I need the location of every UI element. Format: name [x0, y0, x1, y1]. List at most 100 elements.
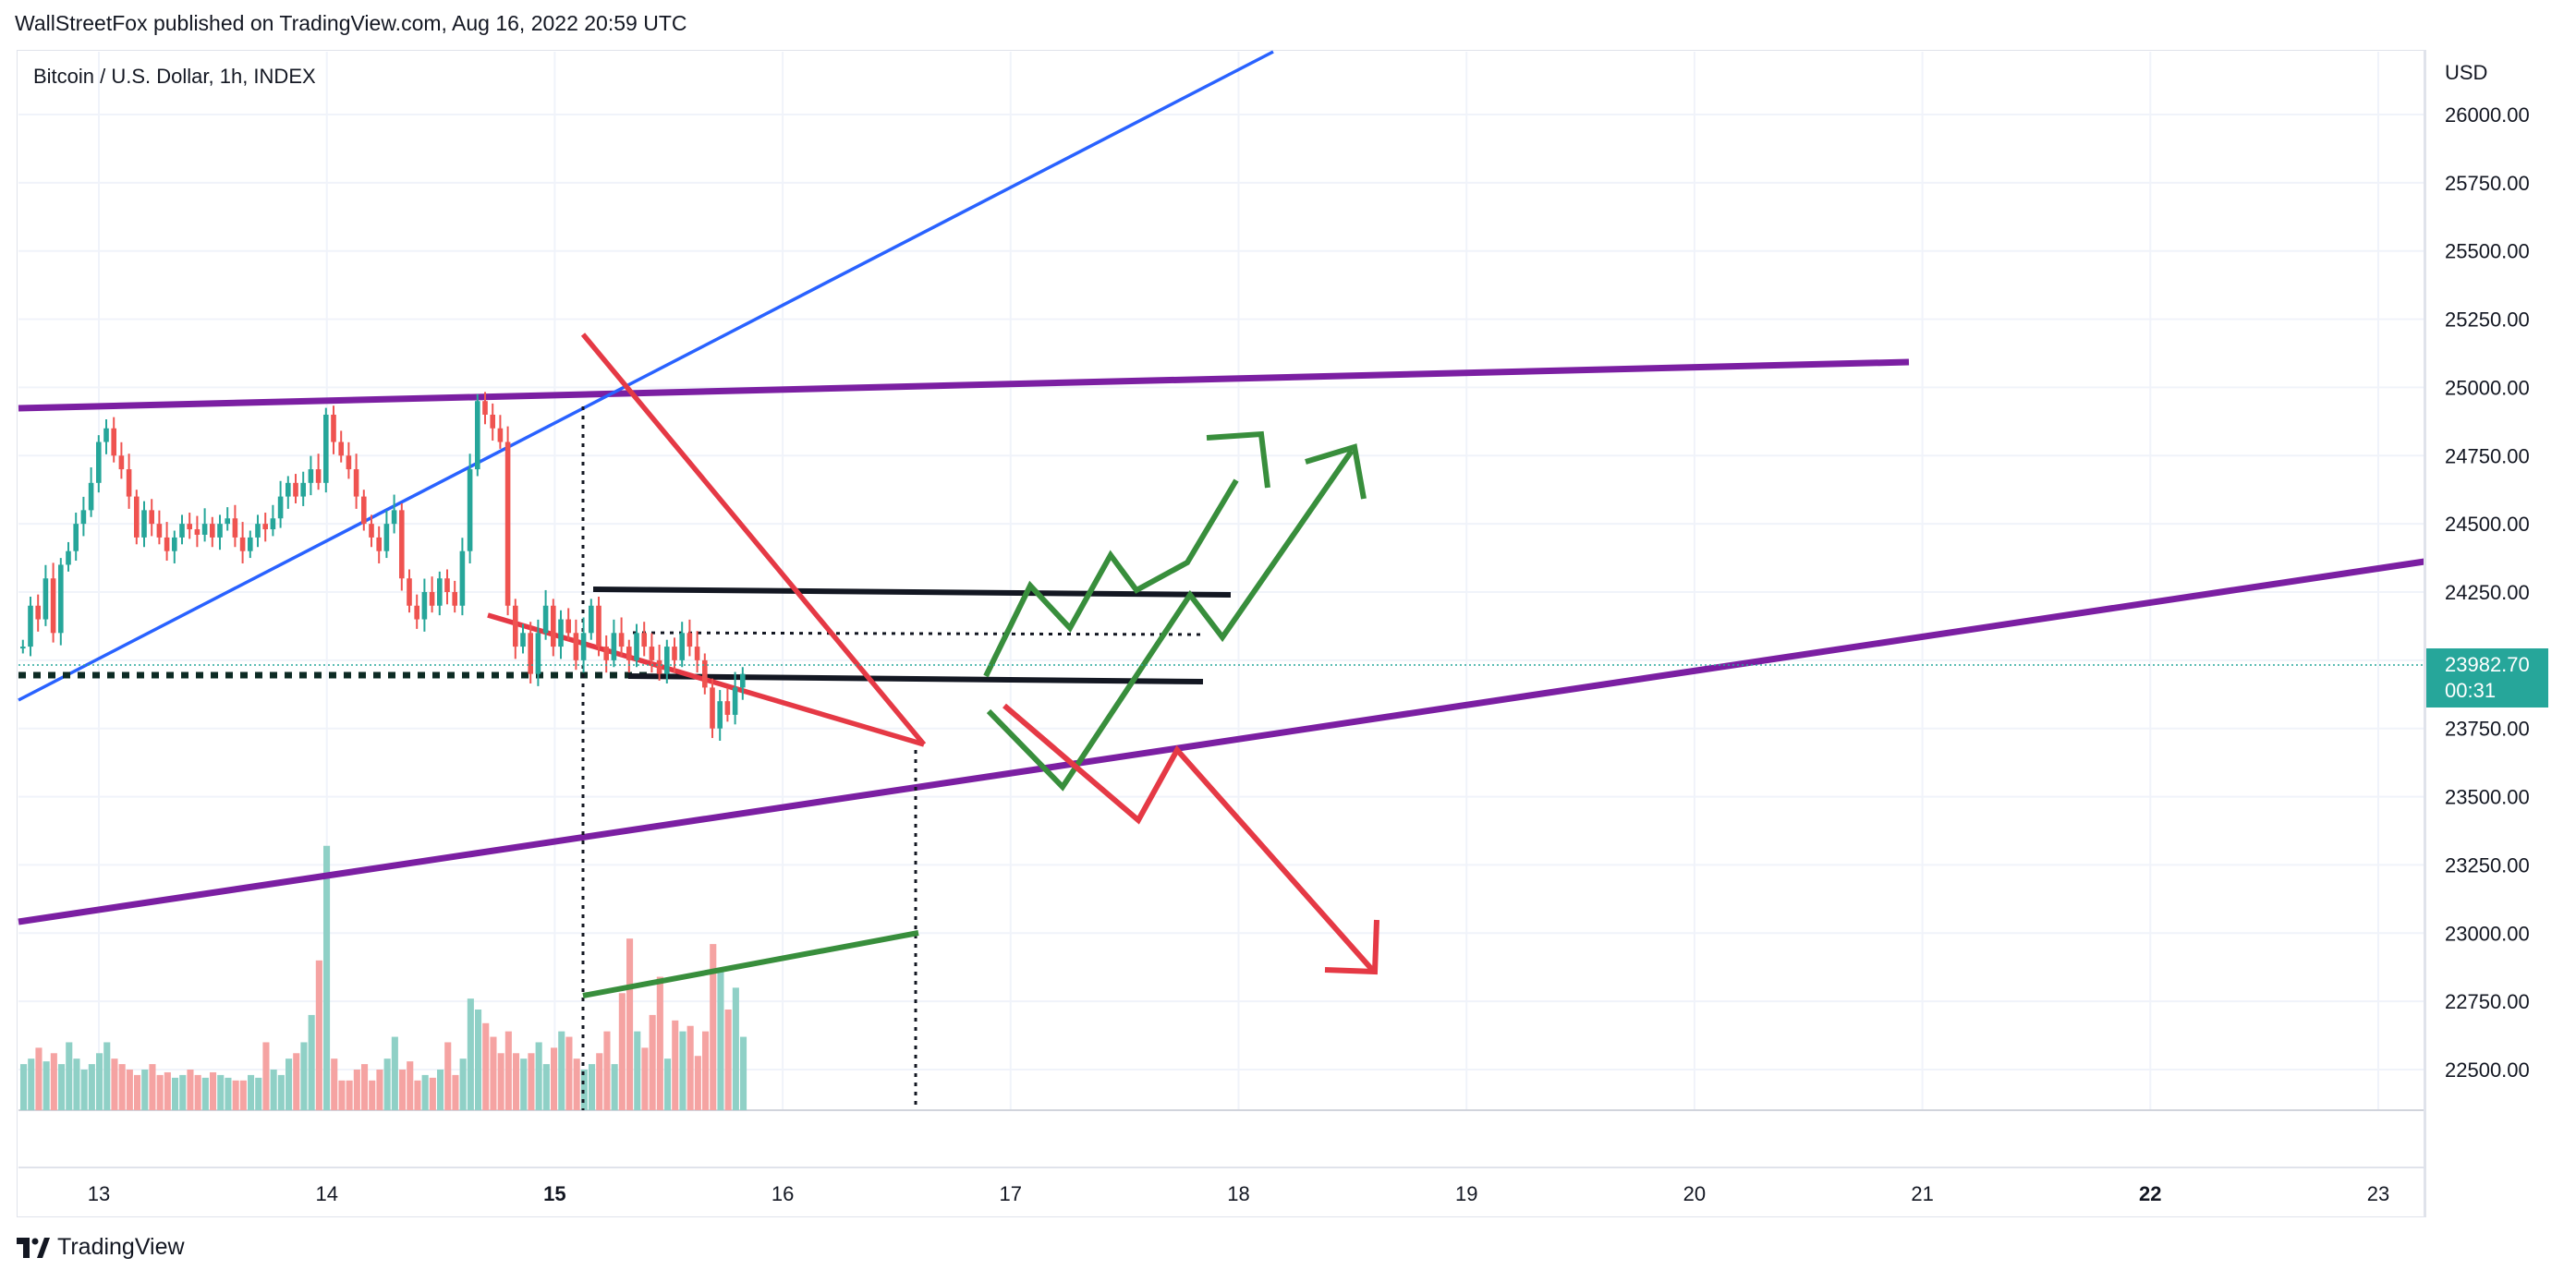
candle-body [164, 537, 170, 551]
candle-body [679, 633, 685, 660]
price-tick-label: 23250.00 [2445, 853, 2530, 877]
volume-bars [20, 845, 747, 1110]
volume-bar [672, 1020, 679, 1110]
candle-body [277, 496, 284, 519]
price-tick-label: 23500.00 [2445, 786, 2530, 809]
volume-bar [634, 1031, 641, 1110]
candle-body [528, 633, 533, 674]
candle-body [179, 524, 185, 538]
candle-body [437, 578, 443, 606]
candle-body [596, 605, 601, 647]
candle-body [573, 633, 579, 660]
last-price-value: 23982.70 [2445, 653, 2530, 676]
candle-body [315, 469, 322, 483]
volume-bar [194, 1074, 201, 1110]
candle-body [255, 524, 261, 538]
candle-body [232, 518, 238, 538]
range-bottom-line [627, 673, 1204, 684]
volume-bar [315, 960, 322, 1110]
time-tick-label: 19 [1455, 1182, 1477, 1205]
candle-body [248, 537, 253, 551]
time-tick-label: 18 [1227, 1182, 1249, 1205]
candle-body [580, 633, 587, 660]
volume-bar [35, 1047, 43, 1110]
bearish-arrowhead [1324, 919, 1379, 975]
candle-body [399, 510, 405, 579]
volume-bar [513, 1053, 520, 1110]
symbol-title[interactable]: Bitcoin / U.S. Dollar, 1h, INDEX [33, 65, 316, 88]
volume-bar [626, 938, 634, 1110]
candle-body [262, 524, 268, 530]
volume-bar [50, 1053, 57, 1110]
upper-channel-line [18, 358, 1910, 412]
candle-body [490, 414, 495, 429]
volume-bar [467, 998, 474, 1110]
candle-body [50, 578, 56, 634]
volume-bar [490, 1036, 497, 1110]
volume-bar [255, 1077, 262, 1110]
candle-body [589, 605, 594, 634]
range-mid-line [632, 631, 1204, 636]
candle-body [641, 633, 647, 647]
candle-body [482, 401, 488, 415]
candle-body [149, 510, 154, 525]
candle-body [520, 633, 526, 647]
volume-bar [286, 1058, 293, 1110]
candle-body [467, 469, 473, 551]
candle-body [103, 428, 109, 442]
volume-bar [376, 1070, 383, 1110]
volume-bar [369, 1080, 376, 1110]
volume-bar [520, 1058, 528, 1110]
volume-bar [649, 1014, 656, 1110]
price-tick-label: 25000.00 [2445, 376, 2530, 399]
candle-body [542, 605, 549, 634]
time-tick-label: 23 [2367, 1182, 2389, 1205]
volume-bar [80, 1070, 88, 1110]
candle-body [201, 524, 208, 535]
candle-body [429, 592, 435, 606]
volume-bar [383, 1058, 391, 1110]
volume-bar [740, 1036, 747, 1110]
candle-body [346, 455, 352, 470]
volume-bar [277, 1074, 285, 1110]
volume-bar [232, 1080, 239, 1110]
candle-body [626, 647, 632, 660]
candle-body [535, 633, 541, 674]
candle-body [740, 673, 746, 688]
volume-bar [118, 1064, 126, 1110]
blue-trendline [18, 50, 1274, 702]
volume-bar [414, 1080, 421, 1110]
volume-bar [346, 1080, 353, 1110]
volume-bar [421, 1074, 429, 1110]
candle-body [28, 605, 33, 647]
volume-bar [459, 1058, 467, 1110]
price-tick-label: 24500.00 [2445, 513, 2530, 536]
volume-bar [542, 1064, 550, 1110]
tradingview-logo[interactable]: TradingView [17, 1234, 185, 1261]
volume-bar [66, 1042, 73, 1110]
volume-bar [641, 1047, 649, 1110]
candle-body [551, 605, 556, 647]
volume-bar [452, 1074, 459, 1110]
candle-body [20, 647, 26, 649]
candle-body [156, 524, 163, 538]
volume-bar [20, 1064, 28, 1110]
chart-pane[interactable] [17, 50, 2426, 1217]
volume-bar [134, 1074, 141, 1110]
candle-body [217, 524, 223, 538]
volume-bar [43, 1061, 50, 1110]
candle-body [618, 633, 625, 647]
candle-body [611, 633, 617, 660]
currency-label[interactable]: USD [2445, 61, 2488, 84]
candle-body [286, 482, 291, 497]
volume-bar [528, 1053, 535, 1110]
candle-body [331, 414, 336, 442]
volume-bar [164, 1071, 171, 1110]
volume-bar [361, 1064, 369, 1110]
publisher-caption: WallStreetFox published on TradingView.c… [15, 11, 687, 35]
price-tick-label: 23750.00 [2445, 718, 2530, 741]
time-tick-label: 14 [315, 1182, 337, 1205]
volume-bar [497, 1053, 504, 1110]
volume-bar [270, 1070, 277, 1110]
